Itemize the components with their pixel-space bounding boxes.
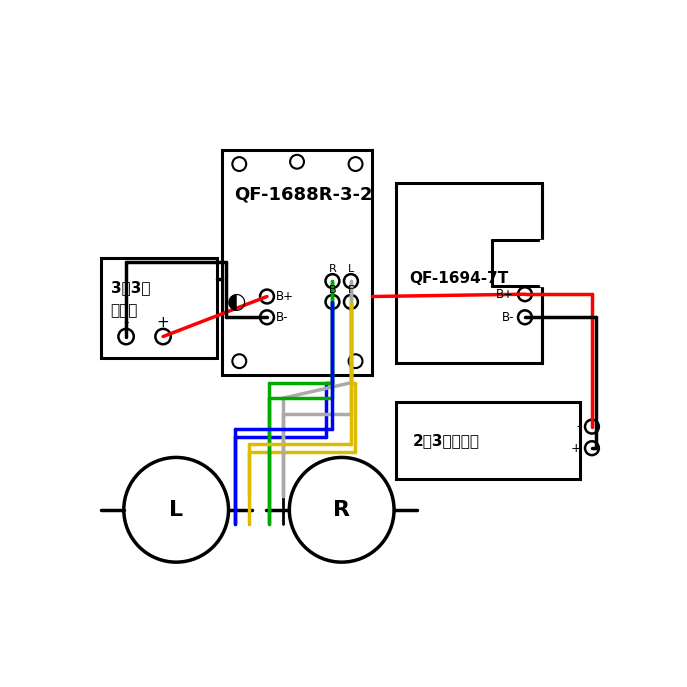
Text: 3節3號: 3節3號 bbox=[111, 280, 150, 295]
Circle shape bbox=[326, 295, 339, 309]
Text: B-: B- bbox=[276, 311, 289, 324]
Text: 2節3號電池盒: 2節3號電池盒 bbox=[412, 433, 480, 448]
Circle shape bbox=[124, 458, 229, 562]
Circle shape bbox=[348, 354, 363, 368]
Text: ◐: ◐ bbox=[227, 292, 246, 312]
Text: L: L bbox=[169, 499, 183, 520]
Circle shape bbox=[289, 458, 394, 562]
Circle shape bbox=[344, 274, 358, 288]
Text: B+: B+ bbox=[496, 288, 514, 301]
Text: QF-1688R-3-2: QF-1688R-3-2 bbox=[234, 185, 372, 203]
Text: +: + bbox=[570, 442, 581, 455]
Text: L: L bbox=[348, 264, 354, 274]
Text: -: - bbox=[576, 420, 581, 433]
Polygon shape bbox=[539, 240, 544, 286]
Circle shape bbox=[260, 311, 274, 324]
Circle shape bbox=[232, 157, 246, 171]
Text: -: - bbox=[124, 315, 129, 330]
Circle shape bbox=[585, 441, 599, 455]
Text: B: B bbox=[328, 284, 336, 295]
Text: QF-1694-7T: QF-1694-7T bbox=[409, 271, 508, 286]
Bar bbox=[396, 183, 542, 363]
Circle shape bbox=[118, 329, 134, 344]
Text: 電池盒: 電池盒 bbox=[111, 303, 138, 318]
Circle shape bbox=[344, 295, 358, 309]
Circle shape bbox=[326, 274, 339, 288]
Text: B+: B+ bbox=[276, 290, 294, 303]
Bar bbox=[223, 150, 372, 375]
Circle shape bbox=[348, 157, 363, 171]
Circle shape bbox=[518, 311, 532, 324]
Circle shape bbox=[260, 289, 274, 304]
Circle shape bbox=[155, 329, 171, 344]
Bar bbox=[396, 402, 581, 479]
Text: B-: B- bbox=[502, 311, 514, 324]
Text: +: + bbox=[157, 315, 170, 330]
Circle shape bbox=[585, 420, 599, 433]
Circle shape bbox=[290, 155, 304, 169]
Circle shape bbox=[232, 354, 246, 368]
Bar bbox=[102, 258, 217, 358]
Circle shape bbox=[518, 287, 532, 301]
Text: R: R bbox=[328, 264, 337, 274]
Text: F: F bbox=[348, 284, 354, 295]
Text: R: R bbox=[333, 499, 350, 520]
